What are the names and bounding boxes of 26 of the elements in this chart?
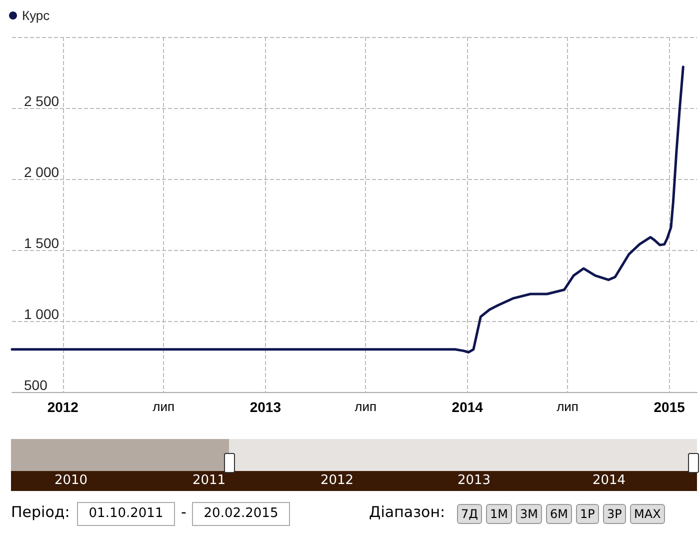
- x-tick-label: 2013: [250, 399, 282, 415]
- y-tick-label: 1 000: [24, 306, 60, 322]
- y-tick-label: 1 500: [24, 235, 60, 251]
- navigator-scrollbar: 2010 2011 2012 2013 2014: [11, 439, 697, 491]
- range-button: 3Р: [603, 504, 626, 524]
- y-tick-label: 2 000: [24, 164, 60, 180]
- start-date-field: 01.10.2011: [77, 502, 175, 526]
- x-tick-label: лип: [354, 399, 377, 414]
- range-button: 7Д: [457, 504, 482, 524]
- x-tick-label: 2015: [654, 399, 686, 415]
- text: -: [181, 503, 186, 521]
- y-tick-label: 500: [24, 377, 48, 393]
- text: Діапазон:: [369, 503, 446, 521]
- range-button: MAX: [630, 504, 665, 524]
- x-tick-label: лип: [556, 399, 578, 414]
- x-tick-label: 2012: [47, 399, 79, 415]
- range-button: 3М: [516, 504, 542, 524]
- y-tick-label: 2 500: [24, 93, 60, 109]
- end-date-field: 20.02.2015: [192, 502, 290, 526]
- x-tick-label: лип: [152, 399, 175, 414]
- range-button: 1М: [486, 504, 512, 524]
- legend-label: Курс: [22, 8, 50, 23]
- range-button: 1Р: [576, 504, 599, 524]
- text: Період:: [11, 503, 70, 521]
- range-button: 6М: [546, 504, 572, 524]
- x-tick-label: 2014: [452, 399, 484, 415]
